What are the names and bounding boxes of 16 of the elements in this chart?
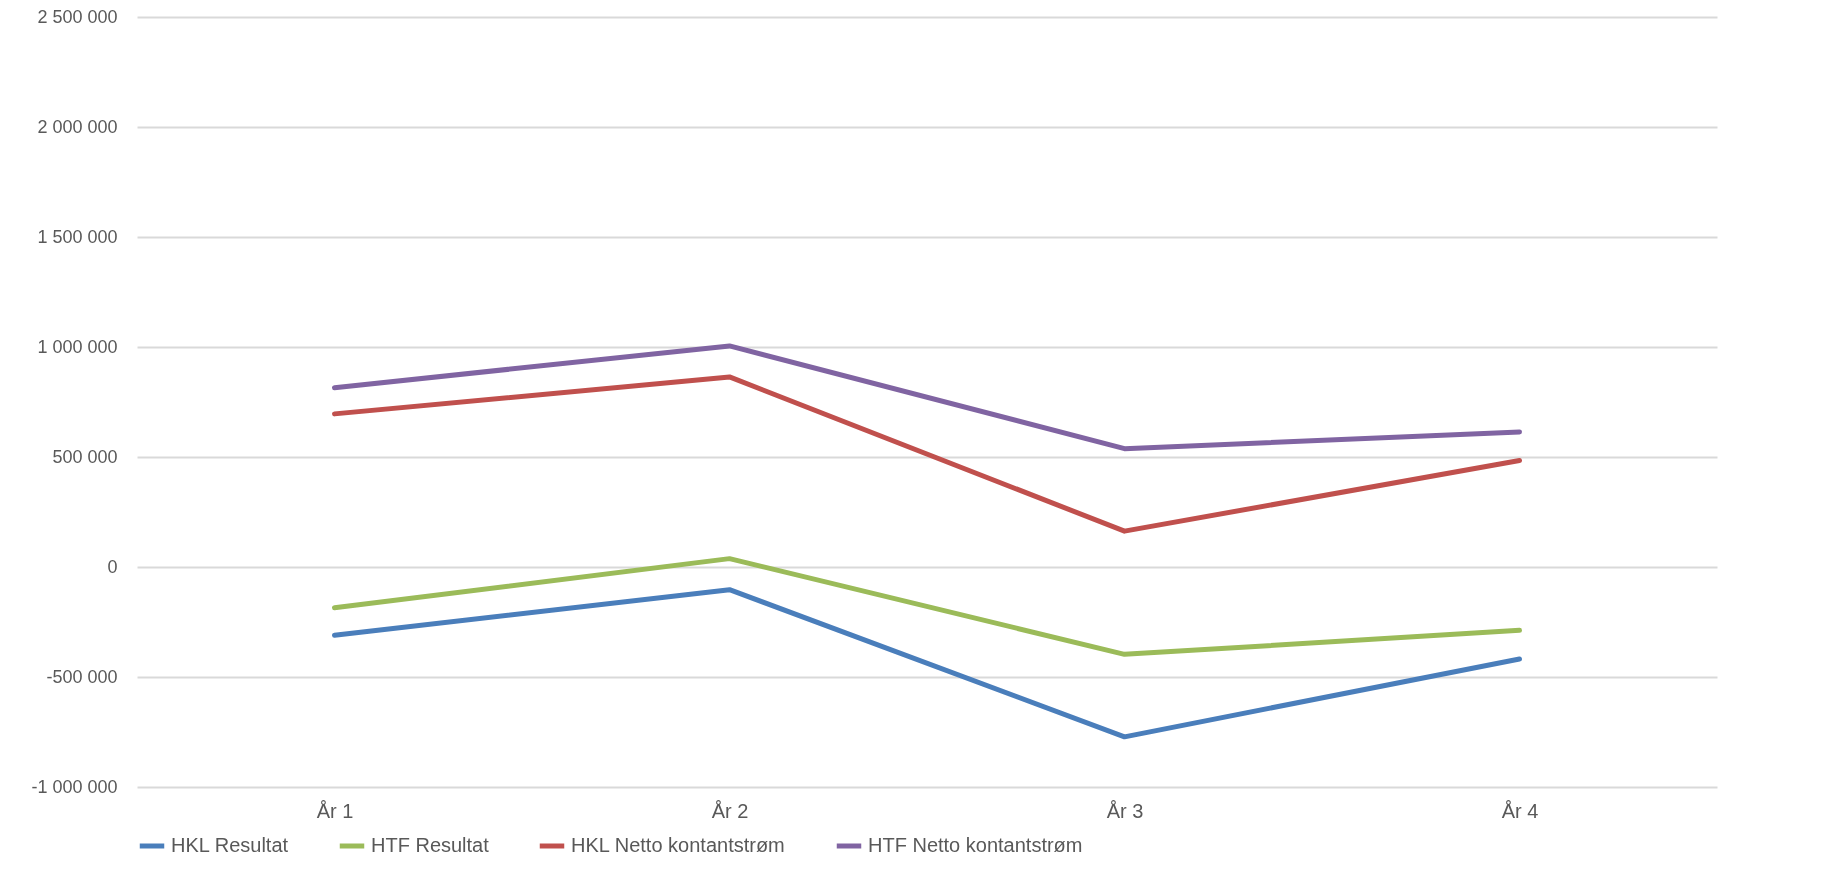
x-tick-label: År 2 [711,799,749,822]
y-tick-label: 2 000 000 [37,116,118,137]
legend-label: HTF Resultat [371,834,490,856]
legend-label: HTF Netto kontantstrøm [868,834,1083,856]
y-tick-label: -500 000 [46,666,118,687]
legend-label: HKL Resultat [171,834,289,856]
x-tick-label: År 4 [1501,799,1539,822]
y-tick-label: 500 000 [52,446,118,467]
y-tick-label: 1 500 000 [37,226,118,247]
y-tick-label: 1 000 000 [37,336,118,357]
x-tick-label: År 1 [316,799,354,822]
y-tick-label: 0 [107,556,118,577]
y-tick-label: 2 500 000 [37,6,118,27]
legend-label: HKL Netto kontantstrøm [571,834,785,856]
x-tick-label: År 3 [1106,799,1144,822]
y-tick-label: -1 000 000 [31,776,118,797]
